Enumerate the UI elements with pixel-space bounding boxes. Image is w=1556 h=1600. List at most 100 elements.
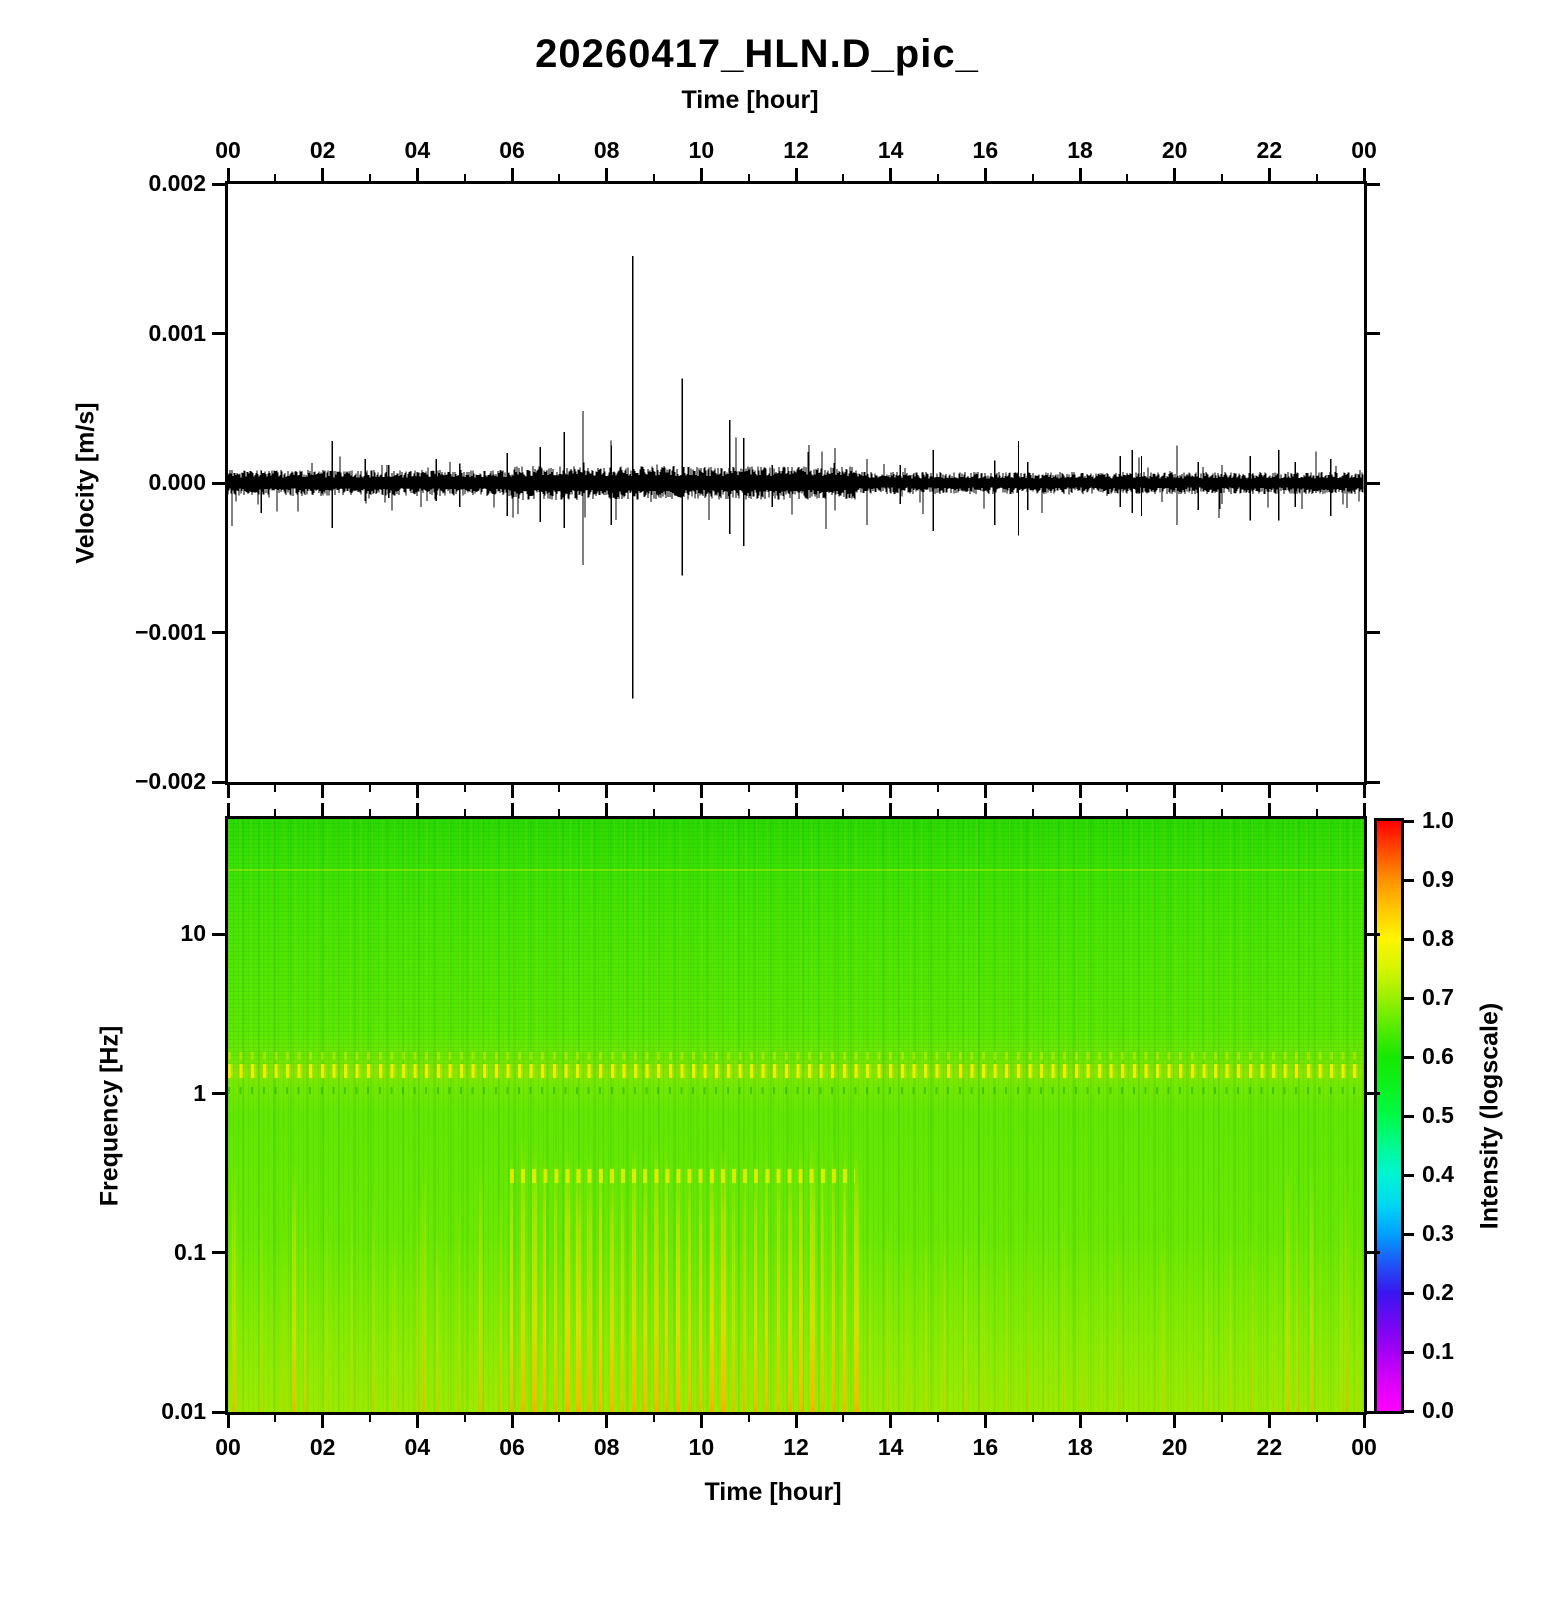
hour-tick-wave-bottom — [747, 785, 750, 792]
activity-stripe — [798, 1139, 803, 1412]
hour-tick-top — [937, 174, 939, 181]
activity-stripe — [620, 1162, 624, 1412]
hour-tick-spec-top — [1173, 803, 1177, 816]
hour-tick-wave-bottom — [794, 785, 798, 798]
hour-tick-spec-top — [983, 803, 987, 816]
hour-tick-spec-bottom — [1173, 1415, 1177, 1428]
hour-tick-wave-bottom — [605, 785, 609, 798]
hour-tick-wave-bottom — [510, 785, 514, 798]
hour-tick-wave-bottom — [1173, 785, 1177, 798]
bottom-axis-title: Time [hour] — [704, 1478, 842, 1506]
velocity-tick-left — [212, 332, 225, 335]
hour-tick-spec-top — [889, 803, 893, 816]
activity-stripe — [1101, 1223, 1104, 1412]
time-tick-label-bottom: 04 — [404, 1434, 431, 1460]
time-tick-label-top: 20 — [1161, 137, 1188, 163]
frequency-tick-label: 10 — [180, 920, 206, 947]
velocity-tick-right — [1367, 481, 1380, 485]
activity-stripe — [854, 1145, 860, 1412]
activity-stripe — [832, 1144, 836, 1412]
activity-stripe — [720, 1143, 726, 1412]
seismogram-panel — [225, 181, 1367, 785]
hour-tick-spec-top — [321, 803, 325, 816]
frequency-axis-title: Frequency [Hz] — [95, 1025, 124, 1207]
activity-stripe — [1319, 1208, 1322, 1412]
hour-tick-spec-bottom — [369, 1415, 371, 1422]
activity-stripe — [665, 1148, 669, 1412]
hour-tick-spec-top — [558, 809, 561, 816]
spectrogram-highfreq-speckle — [228, 819, 1364, 1069]
activity-stripe — [1137, 1187, 1140, 1412]
colorbar-tick — [1404, 1114, 1414, 1118]
hour-tick-spec-bottom — [983, 1415, 987, 1428]
activity-stripe — [1296, 1186, 1301, 1412]
activity-stripe — [587, 1152, 593, 1412]
hour-tick-wave-bottom — [226, 785, 230, 798]
hour-tick-top — [226, 168, 230, 181]
velocity-tick-label: −0.001 — [135, 618, 206, 645]
microseism-band — [228, 1063, 1364, 1078]
hour-tick-spec-bottom — [889, 1415, 893, 1428]
activity-stripe — [281, 1195, 285, 1412]
hour-tick-wave-bottom — [1221, 785, 1223, 792]
time-tick-label-bottom: 06 — [499, 1434, 525, 1460]
hour-tick-spec-bottom — [605, 1415, 609, 1428]
activity-stripe — [1161, 1225, 1165, 1412]
spectrogram-panel — [225, 816, 1367, 1415]
time-tick-label-top: 02 — [309, 137, 336, 163]
activity-stripe — [478, 1208, 481, 1412]
hour-tick-spec-top — [794, 803, 798, 816]
hour-tick-top — [1362, 168, 1366, 181]
hour-tick-spec-bottom — [937, 1415, 939, 1422]
hour-tick-top — [274, 174, 277, 181]
activity-stripe — [598, 1149, 602, 1412]
colorbar-tick — [1404, 996, 1414, 1000]
colorbar-tick — [1404, 1173, 1414, 1177]
hour-tick-top — [1221, 174, 1223, 181]
frequency-tick-label: 1 — [193, 1079, 206, 1106]
hour-tick-wave-bottom — [937, 785, 939, 792]
hour-tick-top — [415, 168, 419, 181]
colorbar-tick — [1404, 1291, 1414, 1295]
activity-stripe — [478, 1162, 483, 1412]
hour-tick-spec-top — [369, 809, 371, 816]
activity-stripe — [436, 1220, 440, 1412]
activity-stripe — [531, 1142, 537, 1412]
activity-stripe — [1025, 1190, 1029, 1412]
time-tick-label-top: 16 — [972, 137, 999, 163]
activity-stripe — [885, 1208, 890, 1412]
frequency-tick-left — [212, 1092, 225, 1096]
activity-stripe — [554, 1150, 558, 1412]
hour-tick-wave-bottom — [1078, 785, 1082, 798]
activity-stripe — [732, 1161, 736, 1412]
activity-stripe — [1339, 1199, 1343, 1412]
intensity-tick-label: 0.4 — [1422, 1161, 1454, 1187]
hour-tick-wave-bottom — [369, 785, 371, 792]
activity-stripe — [1250, 1219, 1254, 1412]
activity-stripe — [304, 1176, 308, 1412]
hour-tick-top — [699, 168, 703, 181]
hour-tick-spec-bottom — [558, 1415, 561, 1422]
chart-title: 20260417_HLN.D_pic_ — [535, 32, 979, 76]
intensity-tick-label: 0.8 — [1422, 925, 1454, 951]
hour-tick-top — [1315, 174, 1318, 181]
activity-stripe — [543, 1149, 546, 1412]
activity-stripe — [1117, 1203, 1122, 1412]
hour-tick-spec-top — [699, 803, 703, 816]
activity-stripe — [698, 1158, 702, 1412]
hour-tick-top — [889, 168, 893, 181]
activity-stripe — [565, 1147, 571, 1412]
colorbar — [1374, 818, 1404, 1414]
hour-tick-spec-bottom — [1362, 1415, 1366, 1428]
hour-tick-top — [747, 174, 750, 181]
hour-tick-wave-bottom — [842, 785, 845, 792]
activity-stripe — [776, 1145, 780, 1412]
activity-stripe — [942, 1215, 946, 1412]
colorbar-tick — [1404, 1350, 1414, 1354]
intensity-tick-label: 0.7 — [1422, 984, 1454, 1010]
hour-tick-wave-bottom — [415, 785, 419, 798]
activity-stripe — [964, 1225, 968, 1412]
activity-stripe — [1187, 1227, 1190, 1412]
hour-tick-wave-bottom — [983, 785, 987, 798]
